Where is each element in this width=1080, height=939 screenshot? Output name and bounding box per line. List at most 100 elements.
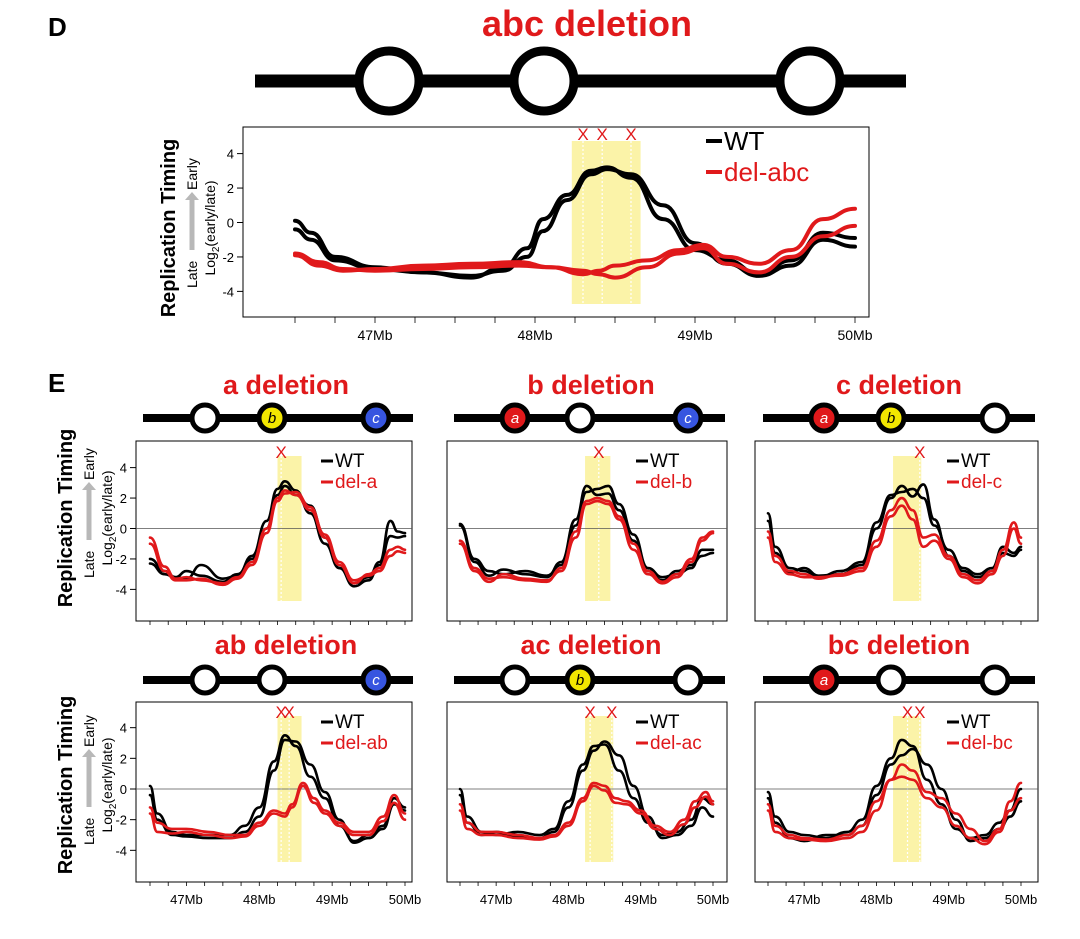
chart-title: ac deletion xyxy=(520,630,661,660)
site-b-circle xyxy=(509,46,579,116)
site-a-circle xyxy=(808,402,840,434)
legend-label: del-bc xyxy=(961,733,1013,754)
series-del-b-rep2 xyxy=(458,499,715,585)
series-del-a-rep2 xyxy=(148,490,407,587)
y-tick-label: 0 xyxy=(120,522,127,537)
y-axis-late: Late xyxy=(81,551,97,578)
series-del-bc-rep2 xyxy=(766,775,1023,846)
plot-frame xyxy=(135,440,413,622)
deletion-x-mark: X xyxy=(902,703,913,722)
site-c-circle xyxy=(360,402,392,434)
x-tick-label: 47Mb xyxy=(357,327,392,343)
deletion-x-mark: X xyxy=(914,703,925,722)
legend-label: del-ab xyxy=(335,733,388,754)
x-tick-label: 47Mb xyxy=(788,892,821,907)
series-del-bc-rep1 xyxy=(766,763,1023,843)
site-a-label: a xyxy=(820,672,828,689)
site-c-label: c xyxy=(372,410,380,427)
series-del-a-rep1 xyxy=(148,489,407,585)
legend-label: del-a xyxy=(335,472,378,493)
late-early-arrow-icon xyxy=(82,749,96,757)
y-tick-label: 2 xyxy=(120,491,127,506)
x-tick-label: 47Mb xyxy=(480,892,513,907)
series-wt-rep2 xyxy=(458,484,715,582)
y-tick-label: -4 xyxy=(115,582,127,597)
deletion-x-mark: X xyxy=(606,703,617,722)
x-tick-label: 47Mb xyxy=(170,892,203,907)
plot-frame xyxy=(135,701,413,883)
chart-panel-e4: ab deletion c 4 2 0 -2 -4 47Mb 48Mb 49Mb 50Mb XX WTd… xyxy=(115,630,421,907)
series-wt-rep1 xyxy=(766,738,1023,840)
site-b-circle xyxy=(564,664,596,696)
x-tick-label: 50Mb xyxy=(1005,892,1038,907)
series-del-ab-rep2 xyxy=(148,784,407,840)
y-tick-label: -4 xyxy=(115,843,127,858)
deletion-x-mark: X xyxy=(625,125,636,144)
chart-title: c deletion xyxy=(836,370,962,400)
chart-title: ab deletion xyxy=(215,630,358,660)
x-tick-label: 50Mb xyxy=(389,892,422,907)
y-axis-title: Replication Timing xyxy=(55,696,77,875)
y-axis-title: Replication Timing xyxy=(158,139,180,318)
site-b-label: b xyxy=(887,410,895,427)
y-tick-label: 0 xyxy=(120,782,127,797)
y-tick-label: -2 xyxy=(115,813,127,828)
site-a-circle xyxy=(808,664,840,696)
site-a-circle xyxy=(189,664,221,696)
legend-label: WT xyxy=(961,451,991,472)
y-tick-label: -4 xyxy=(222,284,234,299)
series-wt-rep1 xyxy=(148,480,407,585)
deletion-x-mark: X xyxy=(593,443,604,462)
deletion-x-mark: X xyxy=(577,125,588,144)
series-del-abc-rep2 xyxy=(293,223,857,280)
x-tick-label: 49Mb xyxy=(677,327,712,343)
site-b-circle xyxy=(256,402,288,434)
panel-letter-d: D xyxy=(48,12,67,42)
series-del-c-rep2 xyxy=(766,504,1023,585)
y-axis-late: Late xyxy=(81,818,97,845)
deletion-x-mark: X xyxy=(283,703,294,722)
y-tick-label: 4 xyxy=(120,461,127,476)
y-axis-early: Early xyxy=(184,158,200,190)
site-c-circle xyxy=(979,402,1011,434)
site-a-circle xyxy=(499,402,531,434)
series-wt-rep2 xyxy=(148,738,407,844)
site-b-label: b xyxy=(576,672,584,689)
legend-label: WT xyxy=(650,712,680,733)
legend-label: WT xyxy=(961,712,991,733)
y-tick-label: 2 xyxy=(120,751,127,766)
x-tick-label: 48Mb xyxy=(860,892,893,907)
deletion-x-mark: X xyxy=(275,703,286,722)
site-c-label: c xyxy=(684,410,692,427)
site-a-circle xyxy=(499,664,531,696)
chart-title: bc deletion xyxy=(828,630,971,660)
chart-title: b deletion xyxy=(527,370,655,400)
y-tick-label: 2 xyxy=(227,181,234,196)
site-c-circle xyxy=(775,46,845,116)
panel-letter-e: E xyxy=(48,368,65,398)
series-del-ac-rep2 xyxy=(458,784,715,841)
legend-label: WT xyxy=(650,451,680,472)
site-c-circle xyxy=(672,402,704,434)
series-del-ac-rep1 xyxy=(458,781,715,840)
series-del-ab-rep1 xyxy=(148,781,407,837)
x-tick-label: 50Mb xyxy=(697,892,730,907)
site-b-circle xyxy=(875,402,907,434)
legend-label: WT xyxy=(335,451,365,472)
y-axis-early: Early xyxy=(81,448,97,480)
legend-label: del-abc xyxy=(724,157,809,187)
site-b-label: b xyxy=(268,410,276,427)
series-wt-rep2 xyxy=(766,747,1023,843)
late-early-arrow-icon xyxy=(185,192,199,200)
y-axis-early: Early xyxy=(81,715,97,747)
late-early-arrow-icon xyxy=(82,482,96,490)
legend-label: del-b xyxy=(650,472,692,493)
